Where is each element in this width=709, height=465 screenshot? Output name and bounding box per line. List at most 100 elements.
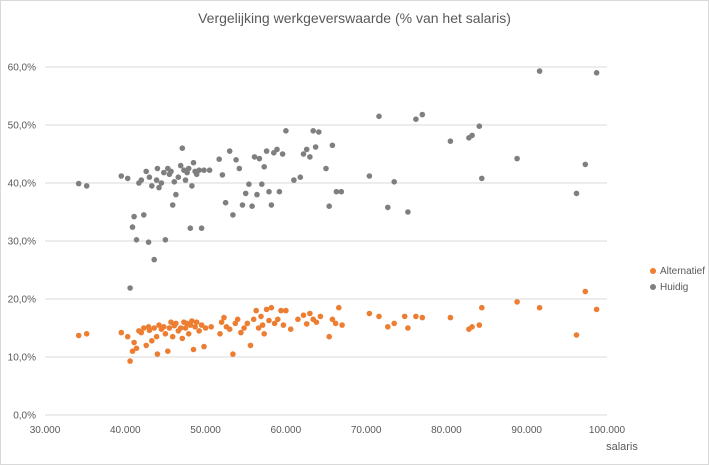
point-alternatief — [366, 310, 373, 317]
point-huidig — [303, 146, 310, 153]
point-alternatief — [151, 325, 157, 331]
point-huidig — [175, 174, 182, 180]
point-alternatief — [143, 342, 149, 349]
point-alternatief — [201, 343, 207, 350]
x-axis-label: salaris — [606, 441, 638, 453]
x-tick-label: 90.000 — [511, 425, 542, 436]
point-alternatief — [198, 322, 205, 328]
point-alternatief — [336, 304, 342, 311]
point-alternatief — [232, 320, 239, 327]
point-alternatief — [271, 320, 278, 327]
x-tick-label: 40.000 — [110, 425, 141, 436]
point-alternatief — [332, 320, 339, 327]
point-alternatief — [129, 348, 136, 355]
point-alternatief — [255, 325, 262, 331]
point-huidig — [366, 173, 373, 179]
point-alternatief — [317, 313, 324, 320]
point-huidig — [156, 184, 162, 191]
point-huidig — [129, 224, 136, 230]
y-tick-label: 60,0% — [8, 63, 36, 74]
point-huidig — [233, 157, 239, 163]
point-huidig — [189, 183, 195, 189]
point-alternatief — [447, 314, 454, 321]
point-huidig — [153, 177, 160, 183]
point-alternatief — [413, 313, 419, 320]
x-axis-ticks: 30.000 40.000 50.000 60.000 70.000 80.000 90.0… — [30, 425, 626, 436]
point-huidig — [173, 191, 179, 198]
point-alternatief — [118, 329, 125, 336]
point-alternatief — [329, 316, 336, 323]
x-tick-label: 80.000 — [431, 425, 462, 436]
point-huidig — [145, 239, 152, 245]
point-huidig — [279, 151, 286, 157]
legend-marker-huidig — [650, 284, 656, 290]
point-huidig — [168, 168, 174, 175]
point-alternatief — [339, 322, 345, 328]
point-huidig — [419, 111, 426, 118]
point-alternatief — [300, 312, 307, 319]
point-alternatief — [192, 324, 198, 330]
point-huidig — [266, 188, 272, 195]
point-alternatief — [226, 326, 233, 333]
point-alternatief — [196, 328, 202, 334]
point-huidig — [124, 175, 131, 182]
point-huidig — [185, 165, 192, 172]
point-huidig — [206, 167, 213, 173]
y-tick-label: 0,0% — [13, 411, 36, 422]
y-tick-label: 30,0% — [8, 237, 36, 248]
point-alternatief — [278, 307, 284, 314]
point-alternatief — [182, 325, 189, 331]
point-alternatief — [253, 307, 259, 314]
point-huidig — [161, 169, 167, 176]
legend-label-huidig: Huidig — [660, 281, 689, 293]
point-alternatief — [234, 316, 241, 323]
point-alternatief — [247, 342, 254, 349]
y-tick-label: 10,0% — [8, 353, 36, 364]
point-alternatief — [573, 332, 580, 338]
point-huidig — [230, 212, 236, 218]
x-tick-label: 30.000 — [30, 425, 61, 436]
point-alternatief — [173, 320, 179, 327]
x-tick-label: 50.000 — [190, 425, 221, 436]
point-alternatief — [141, 325, 147, 331]
point-alternatief — [124, 333, 131, 340]
point-alternatief — [263, 306, 270, 313]
point-huidig — [261, 164, 268, 170]
point-huidig — [179, 145, 186, 151]
x-tick-label: 100.000 — [589, 425, 626, 436]
point-huidig — [376, 113, 382, 120]
point-alternatief — [83, 331, 90, 337]
point-alternatief — [189, 318, 195, 324]
point-huidig — [338, 188, 345, 195]
point-huidig — [222, 199, 229, 206]
chart-title: Vergelijking werkgeverswaarde (% van het… — [198, 10, 511, 26]
point-huidig — [131, 213, 137, 220]
point-huidig — [312, 144, 319, 150]
point-alternatief — [185, 331, 192, 337]
point-alternatief — [259, 322, 266, 328]
y-axis-ticks: 0,0% 10,0% 20,0% 30,0% 40,0% 50,0% 60,0% — [8, 63, 36, 422]
point-alternatief — [241, 325, 247, 331]
y-tick-label: 20,0% — [8, 295, 36, 306]
point-alternatief — [218, 319, 225, 326]
point-huidig — [138, 177, 145, 183]
point-alternatief — [266, 317, 272, 324]
point-huidig — [263, 148, 270, 154]
point-alternatief — [208, 324, 214, 330]
point-huidig — [259, 181, 265, 187]
point-huidig — [177, 162, 184, 169]
legend-item-huidig: Huidig — [650, 279, 705, 295]
point-huidig — [447, 138, 454, 144]
point-huidig — [391, 179, 398, 185]
point-huidig — [333, 188, 340, 195]
point-huidig — [118, 173, 125, 179]
point-huidig — [479, 175, 485, 182]
point-alternatief — [268, 304, 275, 311]
point-alternatief — [258, 313, 264, 320]
point-alternatief — [230, 351, 236, 357]
point-huidig — [143, 168, 149, 175]
point-huidig — [268, 202, 275, 208]
legend-item-alternatief: Alternatief — [650, 263, 705, 279]
point-huidig — [226, 148, 233, 154]
point-huidig — [405, 209, 411, 215]
